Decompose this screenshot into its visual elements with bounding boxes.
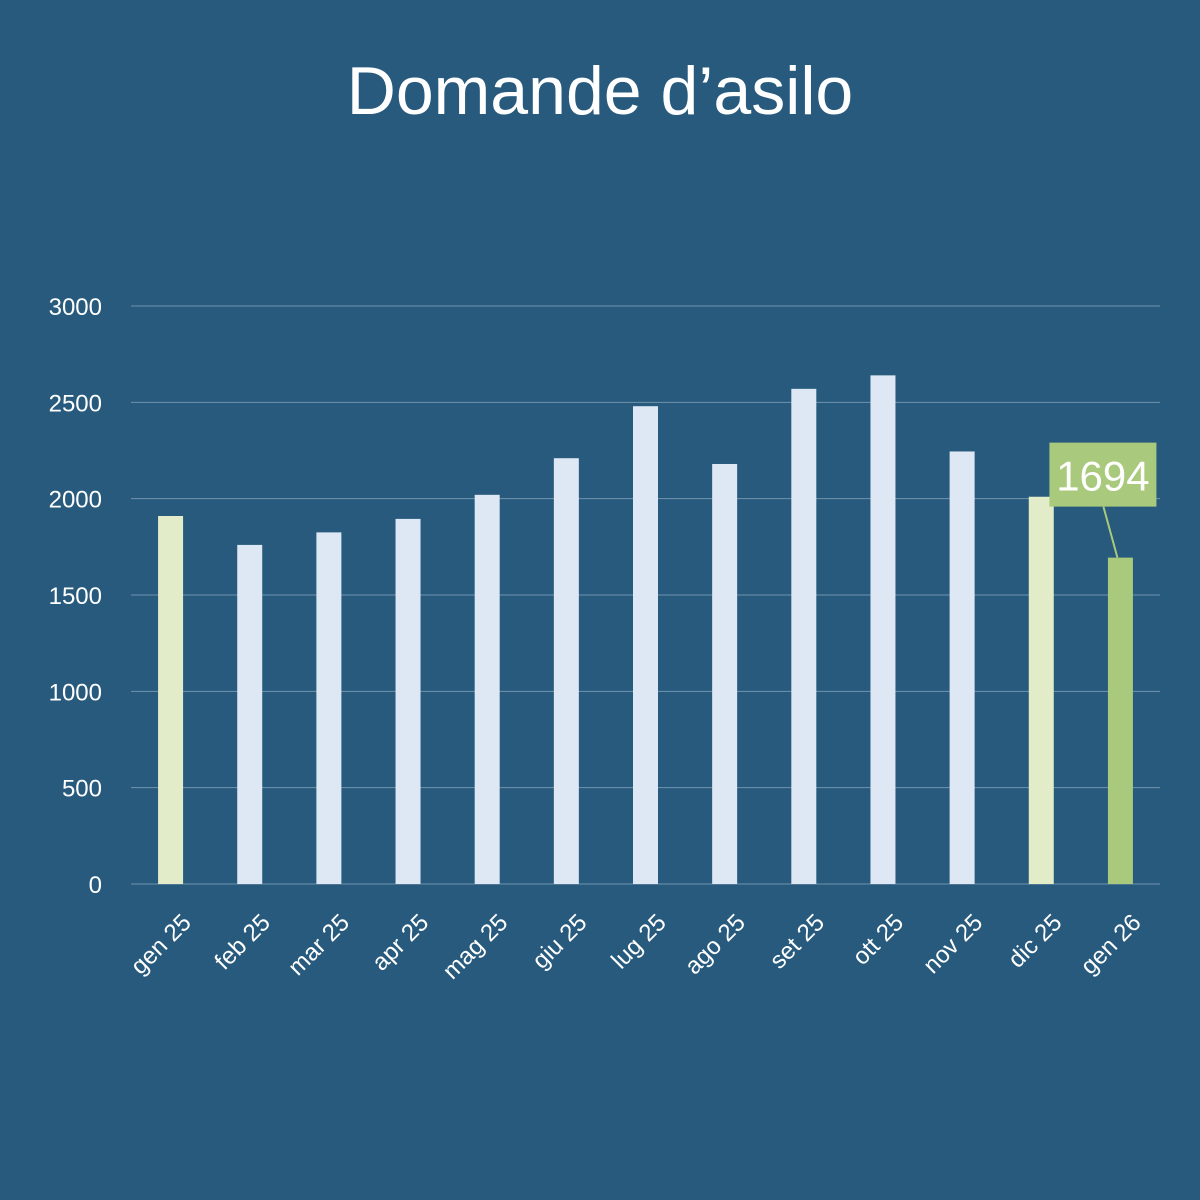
y-tick-label: 3000 bbox=[49, 294, 102, 321]
x-tick-label: giu 25 bbox=[527, 909, 592, 974]
y-tick-label: 2000 bbox=[49, 487, 102, 514]
x-tick-label: lug 25 bbox=[606, 909, 671, 974]
bar bbox=[316, 532, 342, 884]
bar bbox=[158, 516, 184, 884]
x-tick-label: dic 25 bbox=[1003, 909, 1067, 973]
x-tick-label: nov 25 bbox=[918, 909, 988, 979]
bar bbox=[237, 544, 263, 884]
y-tick-label: 500 bbox=[62, 776, 102, 803]
chart-title: Domande d’asilo bbox=[346, 53, 854, 129]
bar bbox=[633, 406, 658, 884]
x-tick-label: feb 25 bbox=[210, 909, 276, 975]
bar bbox=[1028, 496, 1054, 884]
y-tick-label: 2500 bbox=[49, 390, 102, 417]
y-tick-label: 1500 bbox=[49, 583, 102, 610]
bar bbox=[395, 518, 421, 884]
bar bbox=[712, 463, 738, 884]
bar bbox=[474, 494, 500, 884]
bar bbox=[949, 451, 975, 884]
bar bbox=[791, 388, 817, 884]
x-tick-label: apr 25 bbox=[367, 909, 434, 976]
x-tick-label: gen 26 bbox=[1076, 909, 1147, 980]
x-tick-label: ott 25 bbox=[848, 909, 910, 971]
x-tick-label: mar 25 bbox=[283, 909, 355, 981]
bar bbox=[1107, 557, 1133, 884]
y-tick-label: 1000 bbox=[49, 679, 102, 706]
x-tick-label: ago 25 bbox=[680, 909, 751, 980]
x-tick-label: set 25 bbox=[765, 909, 830, 974]
y-tick-label: 0 bbox=[89, 872, 102, 899]
callout-leader-line bbox=[1102, 506, 1119, 558]
x-tick-label: gen 25 bbox=[126, 909, 197, 980]
x-tick-label: mag 25 bbox=[438, 909, 514, 985]
bar bbox=[870, 375, 896, 884]
bar bbox=[553, 458, 579, 884]
data-label: 1694 bbox=[1056, 453, 1149, 500]
callout-box bbox=[1049, 442, 1157, 507]
